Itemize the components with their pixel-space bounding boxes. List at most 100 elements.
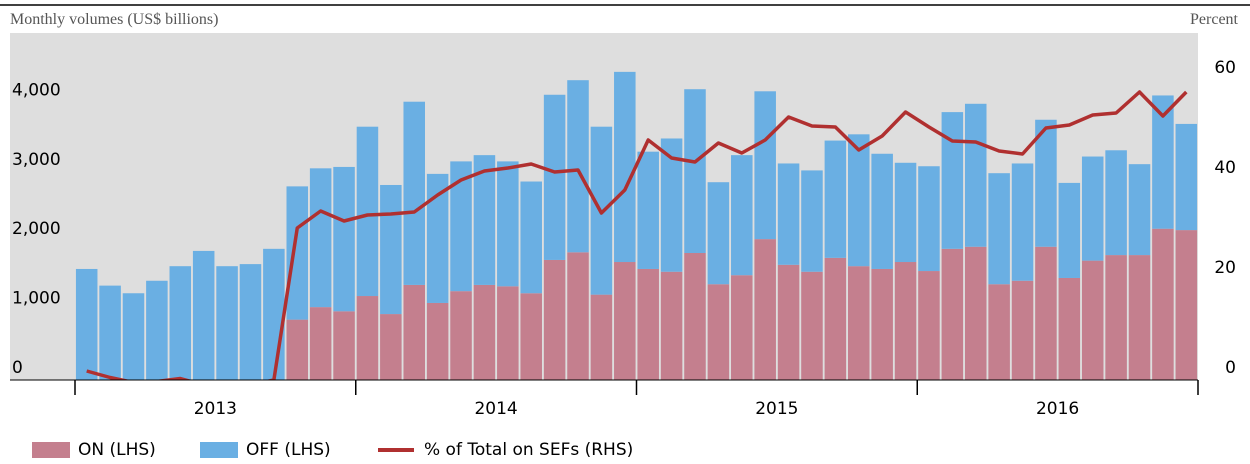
bar: [216, 266, 238, 380]
bar: [707, 182, 730, 285]
bar: [801, 271, 823, 380]
bar: [1175, 123, 1198, 231]
y-tick-label: 3,000: [12, 150, 61, 170]
bar: [1175, 230, 1198, 380]
bar: [1081, 156, 1104, 261]
y2-axis-label: Percent: [1190, 11, 1239, 28]
x-year-label: 2015: [755, 399, 798, 419]
bar: [146, 280, 168, 380]
y-tick-label: 1,000: [12, 289, 61, 309]
bar: [614, 71, 636, 263]
legend-swatch: [200, 442, 238, 458]
y2-tick-label: 40: [1214, 158, 1236, 178]
bar: [894, 262, 917, 380]
bar: [1058, 182, 1081, 278]
bar: [239, 264, 262, 380]
bar: [1058, 277, 1081, 380]
bar: [543, 259, 566, 380]
bar: [286, 186, 309, 320]
bar: [824, 257, 847, 380]
bar: [871, 268, 893, 380]
bar: [777, 264, 800, 380]
bar: [1128, 255, 1151, 380]
y2-tick-label: 20: [1214, 258, 1236, 278]
bar: [824, 140, 847, 258]
bar: [567, 252, 589, 380]
y2-tick-label: 0: [1225, 358, 1236, 378]
bar: [356, 126, 379, 297]
bar: [263, 248, 285, 380]
bar: [473, 284, 496, 380]
legend-swatch: [32, 442, 70, 458]
bar: [497, 286, 519, 380]
bar: [590, 294, 613, 380]
bar: [1152, 95, 1174, 229]
bar: [614, 262, 636, 380]
bar: [75, 268, 98, 380]
bar: [333, 166, 355, 312]
bar: [964, 246, 987, 380]
bar: [1081, 260, 1104, 380]
legend-label: ON (LHS): [78, 440, 156, 460]
y2-tick-label: 60: [1214, 58, 1236, 78]
bar: [1105, 255, 1127, 380]
bar: [637, 268, 659, 380]
bar: [660, 138, 683, 272]
bar: [333, 311, 355, 380]
bar: [964, 103, 987, 247]
bar: [847, 134, 870, 267]
bar: [1035, 119, 1057, 247]
legend-label: % of Total on SEFs (RHS): [424, 440, 633, 460]
bar: [543, 94, 566, 260]
y-tick-label: 2,000: [12, 219, 61, 239]
bar: [169, 266, 192, 380]
x-year-label: 2013: [194, 399, 237, 419]
bar: [731, 275, 753, 380]
bar: [988, 173, 1010, 285]
bar: [309, 168, 332, 308]
y-tick-label: 4,000: [12, 80, 61, 100]
bar: [941, 248, 964, 380]
bar: [450, 161, 472, 292]
bar: [684, 89, 706, 253]
bar: [801, 170, 823, 272]
bar: [918, 271, 940, 380]
bar: [403, 284, 426, 380]
bar: [918, 166, 940, 272]
bar: [99, 285, 121, 380]
y-axis-label: Monthly volumes (US$ billions): [10, 11, 218, 28]
bar: [777, 163, 800, 265]
bar: [122, 293, 145, 380]
bar: [894, 162, 917, 263]
bar: [520, 293, 542, 380]
bar: [684, 252, 706, 380]
bar: [426, 302, 449, 380]
bar: [380, 314, 402, 380]
legend-label: OFF (LHS): [246, 440, 331, 460]
bar: [356, 296, 379, 380]
bar: [1035, 246, 1057, 380]
bar: [847, 266, 870, 380]
plot: [75, 71, 1198, 380]
bar: [1152, 228, 1174, 380]
bar: [1011, 163, 1034, 281]
bar: [754, 91, 776, 240]
bar: [1011, 280, 1034, 380]
bar: [637, 151, 659, 269]
bar: [473, 155, 496, 285]
bar: [309, 307, 332, 380]
bar: [871, 153, 893, 269]
bar: [660, 271, 683, 380]
bar: [403, 101, 426, 285]
bar: [754, 239, 776, 380]
bar: [520, 181, 542, 294]
x-year-label: 2016: [1036, 399, 1079, 419]
bar: [1128, 164, 1151, 256]
bar: [567, 80, 589, 253]
line: [86, 90, 1188, 380]
bar: [707, 284, 730, 380]
bar: [192, 250, 215, 380]
bar: [988, 284, 1010, 380]
bar: [380, 184, 402, 315]
